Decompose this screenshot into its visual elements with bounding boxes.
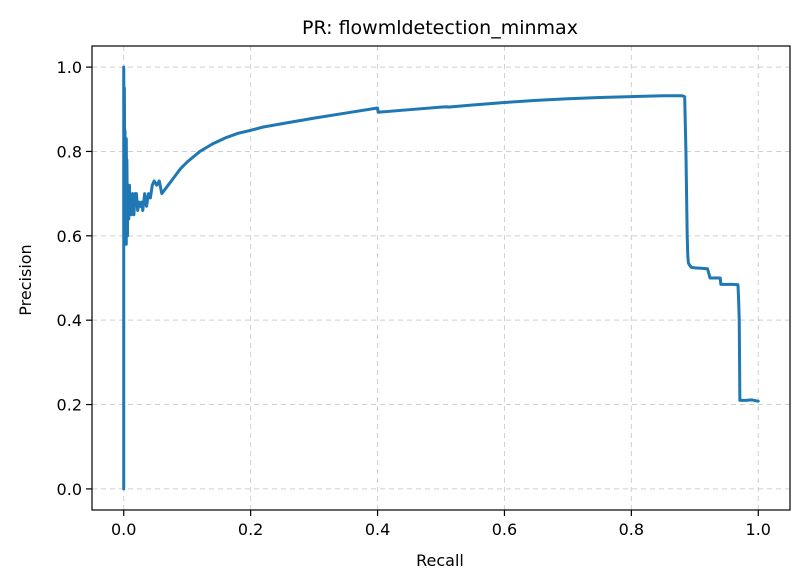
y-tick-label: 1.0 (57, 58, 82, 77)
x-tick-label: 0.2 (238, 520, 263, 539)
y-tick-label: 0.2 (57, 396, 82, 415)
y-tick-label: 0.0 (57, 480, 82, 499)
y-tick-label: 0.6 (57, 227, 82, 246)
plot-frame (91, 45, 791, 511)
x-tick-label: 0.6 (492, 520, 517, 539)
y-tick-label: 0.4 (57, 311, 82, 330)
x-tick-label: 0.8 (619, 520, 644, 539)
series-layer (122, 65, 760, 491)
pr-curve-line (122, 65, 760, 491)
y-axis-label: Precision (16, 244, 35, 315)
x-tick-label: 1.0 (746, 520, 771, 539)
y-tick-label: 0.8 (57, 142, 82, 161)
x-axis-label: Recall (416, 551, 464, 570)
x-tick-label: 0.4 (365, 520, 390, 539)
x-axis-ticks: 0.0 0.2 0.4 0.6 0.8 1.0 (111, 510, 771, 539)
x-tick-label: 0.0 (111, 520, 136, 539)
y-axis-ticks: 0.0 0.2 0.4 0.6 0.8 1.0 (57, 58, 92, 499)
chart-title: PR: flowmldetection_minmax (302, 17, 578, 39)
